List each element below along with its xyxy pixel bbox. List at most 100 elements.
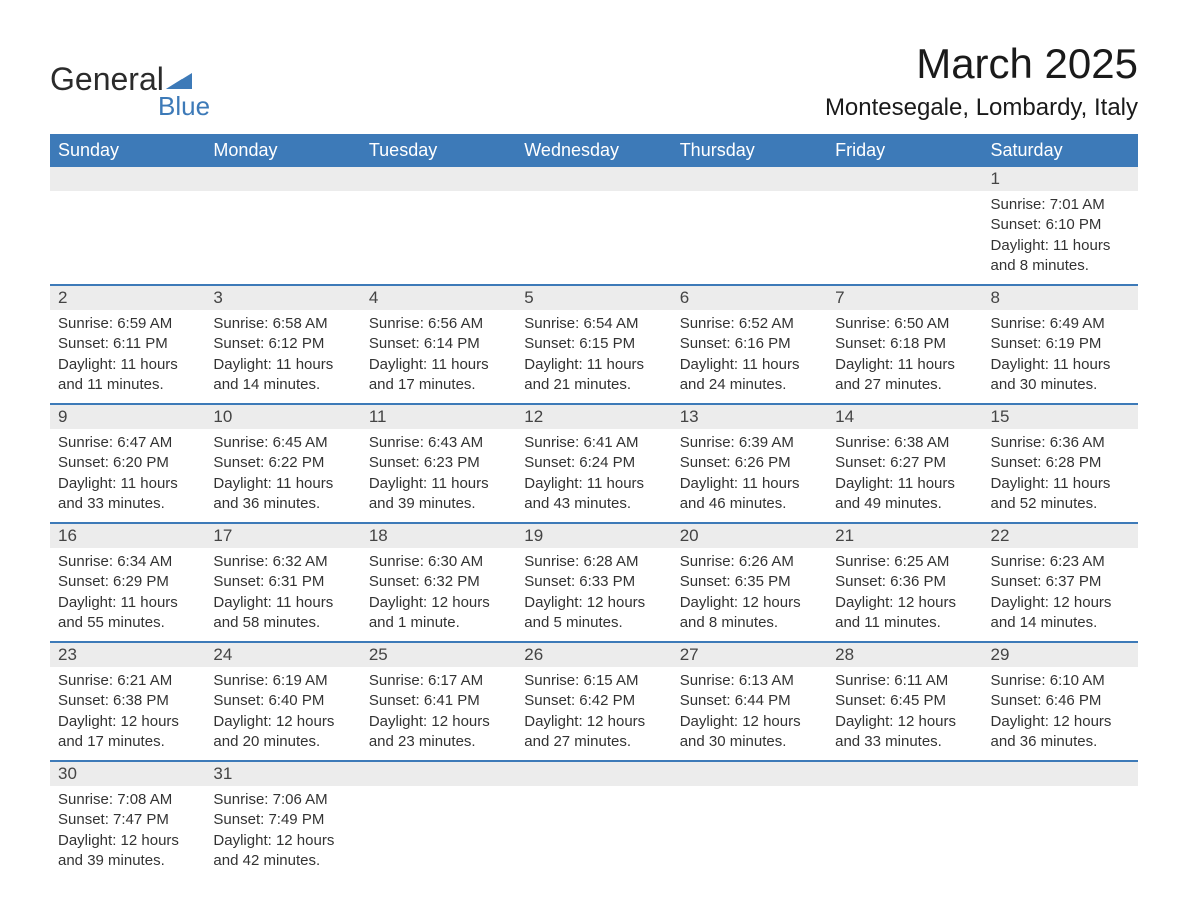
sunset-line: Sunset: 6:18 PM <box>835 334 974 354</box>
sunrise-line: Sunrise: 6:19 AM <box>213 671 352 691</box>
daylight-line: Daylight: 11 hours and 11 minutes. <box>58 355 197 396</box>
day-number-cell <box>361 167 516 191</box>
header: General Blue March 2025 Montesegale, Lom… <box>50 40 1138 122</box>
sunset-line: Sunset: 7:47 PM <box>58 810 197 830</box>
daylight-line: Daylight: 11 hours and 33 minutes. <box>58 474 197 515</box>
day-detail-cell: Sunrise: 6:25 AMSunset: 6:36 PMDaylight:… <box>827 548 982 642</box>
sunrise-line: Sunrise: 6:15 AM <box>524 671 663 691</box>
dow-header: Wednesday <box>516 134 671 167</box>
day-detail-cell <box>50 191 205 285</box>
daylight-line: Daylight: 11 hours and 52 minutes. <box>991 474 1130 515</box>
location-text: Montesegale, Lombardy, Italy <box>825 94 1138 122</box>
day-number-cell <box>827 167 982 191</box>
daylight-line: Daylight: 11 hours and 27 minutes. <box>835 355 974 396</box>
day-detail-cell: Sunrise: 6:13 AMSunset: 6:44 PMDaylight:… <box>672 667 827 761</box>
daylight-line: Daylight: 12 hours and 42 minutes. <box>213 831 352 872</box>
dow-header: Friday <box>827 134 982 167</box>
day-detail-cell <box>983 786 1138 879</box>
day-detail-cell: Sunrise: 6:50 AMSunset: 6:18 PMDaylight:… <box>827 310 982 404</box>
day-number-cell <box>50 167 205 191</box>
daylight-line: Daylight: 12 hours and 14 minutes. <box>991 593 1130 634</box>
sunrise-line: Sunrise: 6:58 AM <box>213 314 352 334</box>
sunset-line: Sunset: 6:19 PM <box>991 334 1130 354</box>
sunrise-line: Sunrise: 6:21 AM <box>58 671 197 691</box>
sunrise-line: Sunrise: 6:17 AM <box>369 671 508 691</box>
sunrise-line: Sunrise: 6:52 AM <box>680 314 819 334</box>
day-detail-cell: Sunrise: 7:01 AMSunset: 6:10 PMDaylight:… <box>983 191 1138 285</box>
sunset-line: Sunset: 6:26 PM <box>680 453 819 473</box>
day-detail-cell: Sunrise: 6:41 AMSunset: 6:24 PMDaylight:… <box>516 429 671 523</box>
logo-triangle-icon <box>166 69 192 89</box>
day-number-cell: 14 <box>827 404 982 429</box>
daylight-line: Daylight: 12 hours and 33 minutes. <box>835 712 974 753</box>
sunrise-line: Sunrise: 6:10 AM <box>991 671 1130 691</box>
logo-sub-text: Blue <box>158 91 210 122</box>
logo-main-text: General <box>50 63 164 95</box>
sunset-line: Sunset: 6:44 PM <box>680 691 819 711</box>
day-number-cell: 12 <box>516 404 671 429</box>
sunrise-line: Sunrise: 6:34 AM <box>58 552 197 572</box>
sunrise-line: Sunrise: 7:06 AM <box>213 790 352 810</box>
day-number-cell <box>205 167 360 191</box>
daylight-line: Daylight: 12 hours and 20 minutes. <box>213 712 352 753</box>
dow-header: Sunday <box>50 134 205 167</box>
sunrise-line: Sunrise: 6:23 AM <box>991 552 1130 572</box>
sunrise-line: Sunrise: 6:30 AM <box>369 552 508 572</box>
daylight-line: Daylight: 12 hours and 1 minute. <box>369 593 508 634</box>
day-detail-cell: Sunrise: 7:06 AMSunset: 7:49 PMDaylight:… <box>205 786 360 879</box>
sunrise-line: Sunrise: 6:54 AM <box>524 314 663 334</box>
day-number-cell <box>516 167 671 191</box>
sunrise-line: Sunrise: 6:39 AM <box>680 433 819 453</box>
day-detail-cell <box>361 191 516 285</box>
daylight-line: Daylight: 11 hours and 43 minutes. <box>524 474 663 515</box>
daylight-line: Daylight: 12 hours and 5 minutes. <box>524 593 663 634</box>
day-detail-cell: Sunrise: 6:36 AMSunset: 6:28 PMDaylight:… <box>983 429 1138 523</box>
day-number-cell <box>672 167 827 191</box>
day-detail-cell: Sunrise: 6:38 AMSunset: 6:27 PMDaylight:… <box>827 429 982 523</box>
sunset-line: Sunset: 6:31 PM <box>213 572 352 592</box>
sunrise-line: Sunrise: 6:43 AM <box>369 433 508 453</box>
day-number-cell: 20 <box>672 523 827 548</box>
day-detail-cell: Sunrise: 6:10 AMSunset: 6:46 PMDaylight:… <box>983 667 1138 761</box>
sunset-line: Sunset: 6:29 PM <box>58 572 197 592</box>
sunset-line: Sunset: 6:28 PM <box>991 453 1130 473</box>
day-number-cell: 8 <box>983 285 1138 310</box>
day-detail-cell: Sunrise: 6:58 AMSunset: 6:12 PMDaylight:… <box>205 310 360 404</box>
day-detail-cell: Sunrise: 6:19 AMSunset: 6:40 PMDaylight:… <box>205 667 360 761</box>
day-detail-cell: Sunrise: 6:23 AMSunset: 6:37 PMDaylight:… <box>983 548 1138 642</box>
day-number-cell: 11 <box>361 404 516 429</box>
day-number-cell: 31 <box>205 761 360 786</box>
daylight-line: Daylight: 11 hours and 30 minutes. <box>991 355 1130 396</box>
day-detail-cell <box>827 191 982 285</box>
daylight-line: Daylight: 11 hours and 39 minutes. <box>369 474 508 515</box>
dow-header: Tuesday <box>361 134 516 167</box>
day-number-cell: 28 <box>827 642 982 667</box>
sunrise-line: Sunrise: 6:26 AM <box>680 552 819 572</box>
sunrise-line: Sunrise: 7:01 AM <box>991 195 1130 215</box>
daylight-line: Daylight: 11 hours and 21 minutes. <box>524 355 663 396</box>
sunset-line: Sunset: 6:20 PM <box>58 453 197 473</box>
sunrise-line: Sunrise: 6:59 AM <box>58 314 197 334</box>
day-number-cell: 6 <box>672 285 827 310</box>
day-number-cell: 5 <box>516 285 671 310</box>
day-detail-cell <box>361 786 516 879</box>
day-detail-cell <box>827 786 982 879</box>
day-detail-cell: Sunrise: 6:49 AMSunset: 6:19 PMDaylight:… <box>983 310 1138 404</box>
day-number-cell: 26 <box>516 642 671 667</box>
day-detail-cell: Sunrise: 6:47 AMSunset: 6:20 PMDaylight:… <box>50 429 205 523</box>
day-number-cell: 24 <box>205 642 360 667</box>
day-detail-cell <box>672 786 827 879</box>
sunset-line: Sunset: 6:22 PM <box>213 453 352 473</box>
daylight-line: Daylight: 12 hours and 8 minutes. <box>680 593 819 634</box>
daylight-line: Daylight: 12 hours and 36 minutes. <box>991 712 1130 753</box>
sunrise-line: Sunrise: 6:38 AM <box>835 433 974 453</box>
day-detail-cell: Sunrise: 6:43 AMSunset: 6:23 PMDaylight:… <box>361 429 516 523</box>
day-number-cell: 4 <box>361 285 516 310</box>
sunset-line: Sunset: 6:23 PM <box>369 453 508 473</box>
day-detail-cell: Sunrise: 6:11 AMSunset: 6:45 PMDaylight:… <box>827 667 982 761</box>
day-detail-cell: Sunrise: 6:30 AMSunset: 6:32 PMDaylight:… <box>361 548 516 642</box>
daylight-line: Daylight: 11 hours and 49 minutes. <box>835 474 974 515</box>
day-detail-cell <box>205 191 360 285</box>
dow-header: Monday <box>205 134 360 167</box>
day-number-cell <box>983 761 1138 786</box>
